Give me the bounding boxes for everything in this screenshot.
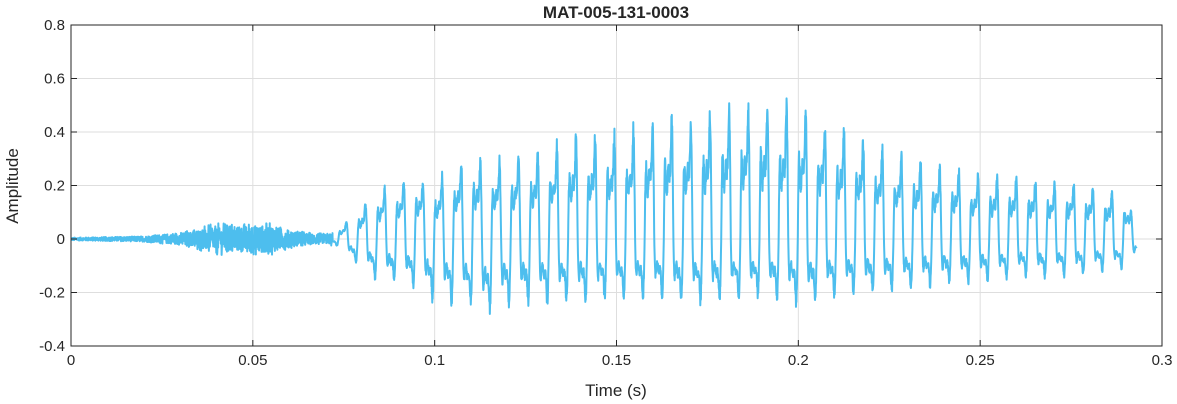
x-axis-ticks: 0 0.05 0.1 0.15 0.2 0.25 0.3 (67, 25, 1173, 369)
x-tick-label: 0.2 (788, 352, 809, 369)
x-tick-label: 0.05 (238, 352, 267, 369)
waveform-trace (70, 97, 1138, 315)
y-tick-label: -0.4 (39, 338, 65, 355)
x-tick-label: 0.1 (424, 352, 445, 369)
y-tick-label: 0.2 (44, 178, 65, 195)
y-tick-label: 0.8 (44, 17, 65, 34)
y-tick-label: 0 (57, 231, 65, 248)
x-axis-label: Time (s) (585, 381, 647, 400)
x-tick-label: 0 (67, 352, 75, 369)
x-tick-label: 0.25 (966, 352, 995, 369)
y-tick-label: 0.6 (44, 71, 65, 88)
waveform-line (70, 97, 1138, 315)
y-tick-label: 0.4 (44, 124, 65, 141)
y-tick-label: -0.2 (39, 285, 65, 302)
x-tick-label: 0.3 (1152, 352, 1173, 369)
chart-title: MAT-005-131-0003 (543, 3, 689, 22)
y-axis-label: Amplitude (3, 148, 22, 224)
y-axis-ticks: -0.4 -0.2 0 0.2 0.4 0.6 0.8 (39, 17, 1162, 355)
x-tick-label: 0.15 (602, 352, 631, 369)
